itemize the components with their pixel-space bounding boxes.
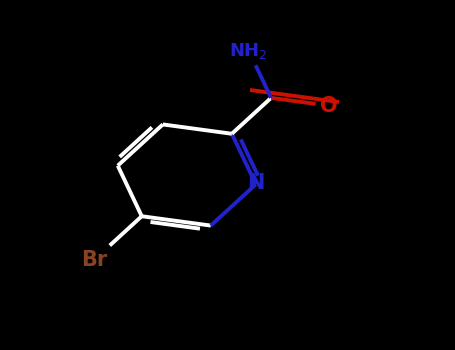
Text: O: O	[320, 96, 338, 116]
Text: Br: Br	[81, 250, 107, 270]
Text: N: N	[247, 173, 264, 193]
Text: NH$_2$: NH$_2$	[229, 41, 268, 61]
